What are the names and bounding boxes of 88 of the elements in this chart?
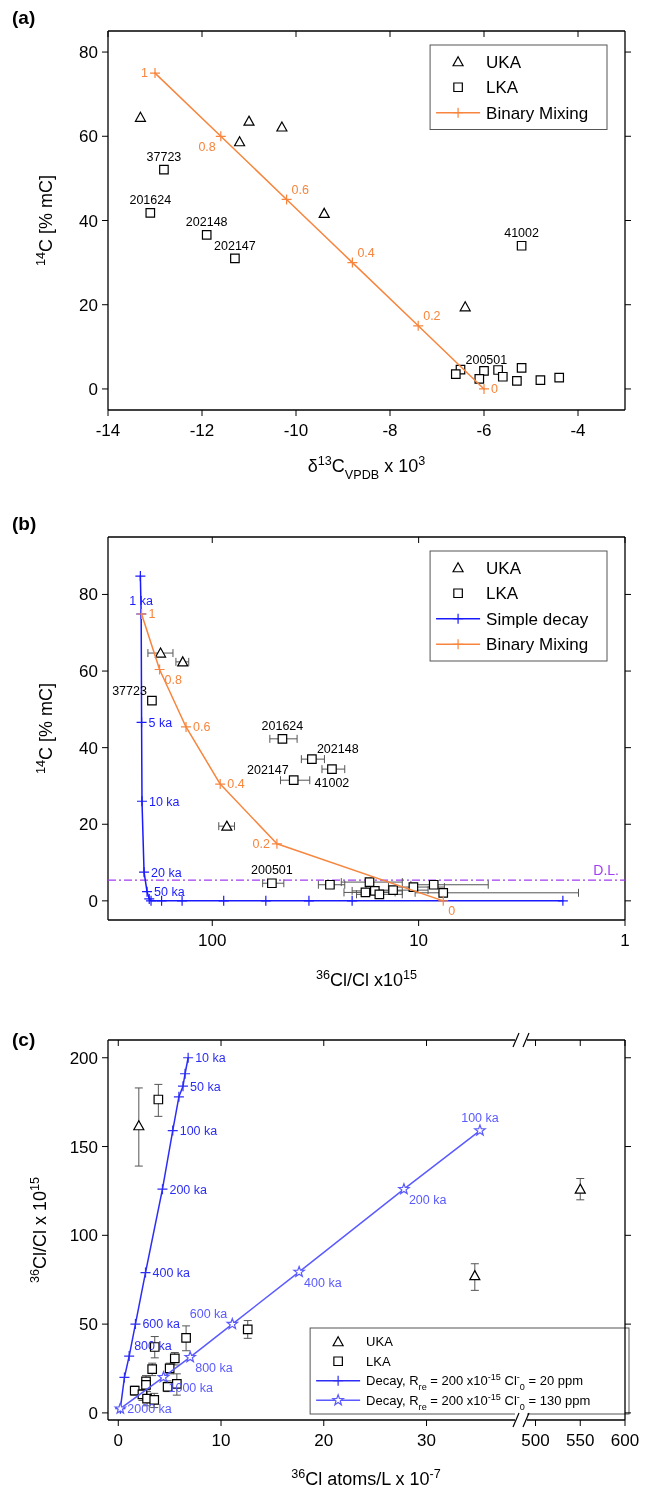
annotation: 10 ka — [195, 1051, 226, 1066]
annotation: 5 ka — [148, 715, 173, 730]
annotation: 202147 — [246, 763, 289, 778]
annotation: 600 ka — [189, 1307, 228, 1322]
annotation: 600 ka — [142, 1317, 181, 1332]
annotation: 200 ka — [408, 1192, 447, 1207]
annotation: 50 ka — [154, 885, 185, 900]
legend-label: UKA — [486, 558, 522, 578]
legend-label: LKA — [486, 584, 519, 604]
annotation: 400 ka — [152, 1265, 191, 1280]
ref-line-label: D.L. — [593, 862, 619, 879]
x-tick-label: 10 — [211, 1431, 231, 1450]
x-tick-label: -14 — [95, 421, 121, 440]
x-tick-label: 500 — [521, 1431, 550, 1450]
annotation: 0.8 — [198, 139, 216, 154]
annotation: 0 — [448, 904, 456, 919]
annotation: 200501 — [465, 352, 508, 367]
x-tick-label: -12 — [189, 421, 215, 440]
x-tick-label: -10 — [283, 421, 309, 440]
y-tick-label: 0 — [88, 379, 98, 399]
y-tick-label: 40 — [79, 738, 98, 758]
legend-label: UKA — [366, 1334, 394, 1350]
x-tick-label: 100 — [198, 931, 227, 950]
annotation: 0.6 — [193, 720, 211, 735]
x-tick-label: -4 — [570, 421, 586, 440]
x-axis-title: $^{36}$Cl atoms/L x 10$^{-7}$ — [291, 1467, 441, 1489]
annotation: 1 — [141, 66, 149, 81]
x-tick-label: 30 — [417, 1431, 436, 1450]
chart-title: (a) — [12, 7, 36, 28]
annotation: 0.2 — [252, 837, 270, 852]
x-tick-label: -8 — [382, 421, 398, 440]
y-tick-label: 60 — [79, 127, 98, 147]
y-tick-label: 60 — [79, 662, 98, 682]
chart-title: (b) — [12, 513, 37, 534]
legend-label: Decay, R$_{re}$ = 200 x10$^{-15}$ Cl$^{-}$$_{0}$ = 20 ppm — [366, 1372, 584, 1393]
annotation: 0.4 — [357, 245, 375, 260]
annotation: 100 ka — [179, 1123, 218, 1138]
y-tick-label: 150 — [69, 1137, 98, 1157]
chart-title: (c) — [12, 1029, 36, 1050]
y-tick-label: 0 — [88, 1403, 98, 1423]
y-tick-label: 20 — [79, 815, 98, 835]
x-tick-label: 0 — [113, 1431, 124, 1450]
y-tick-label: 80 — [79, 43, 98, 63]
annotation: 2000 ka — [127, 1402, 172, 1417]
annotation: 200 ka — [169, 1182, 208, 1197]
annotation: 201624 — [261, 718, 304, 733]
legend-label: Binary Mixing — [486, 635, 589, 655]
annotation: 0.6 — [291, 182, 310, 197]
x-tick-label: 20 — [314, 1431, 334, 1450]
annotation: 41002 — [314, 775, 350, 790]
legend-label: Binary Mixing — [486, 103, 589, 123]
annotation: 400 ka — [304, 1275, 342, 1290]
x-axis-title: $^{36}$Cl/Cl x10$^{15}$ — [315, 968, 418, 990]
legend-label: LKA — [366, 1353, 392, 1369]
annotation: 0.2 — [423, 308, 441, 323]
x-tick-label: 1 — [620, 931, 630, 950]
x-tick-label: 600 — [610, 1431, 640, 1450]
annotation: 202148 — [316, 742, 359, 757]
annotation: 0 — [491, 382, 498, 397]
annotation: 200501 — [251, 863, 293, 878]
y-tick-label: 40 — [79, 211, 98, 231]
y-tick-label: 0 — [88, 891, 98, 911]
x-tick-label: 10 — [409, 931, 429, 950]
legend-label: Simple decay — [486, 609, 589, 629]
annotation: 37723 — [146, 149, 182, 164]
legend-label: UKA — [486, 52, 522, 72]
annotation: 0.8 — [164, 673, 182, 688]
annotation: 800 ka — [195, 1360, 233, 1375]
y-tick-label: 80 — [79, 585, 98, 605]
legend-label: Decay, R$_{re}$ = 200 x10$^{-15}$ Cl$^{-}$$_{0}$ = 130 ppm — [366, 1391, 591, 1412]
x-axis-title: δ$^{13}$C$_{VPDB}$ x 10$^{3}$ — [307, 454, 426, 482]
x-tick-label: 550 — [566, 1431, 595, 1450]
annotation: 100 ka — [461, 1110, 499, 1125]
annotation: 0.4 — [227, 777, 245, 792]
annotation: 41002 — [504, 225, 540, 240]
y-tick-label: 200 — [69, 1048, 98, 1068]
y-tick-label: 20 — [79, 295, 98, 315]
annotation: 1 — [148, 607, 156, 622]
y-tick-label: 50 — [79, 1315, 98, 1335]
annotation: 50 ka — [190, 1079, 221, 1094]
annotation: 10 ka — [148, 794, 180, 809]
annotation: 202148 — [185, 214, 228, 229]
annotation: 202147 — [214, 238, 256, 253]
annotation: 20 ka — [151, 865, 182, 880]
annotation: 201624 — [129, 193, 172, 208]
legend-label: LKA — [486, 78, 519, 98]
x-tick-label: -6 — [476, 421, 492, 440]
y-tick-label: 100 — [69, 1226, 98, 1246]
